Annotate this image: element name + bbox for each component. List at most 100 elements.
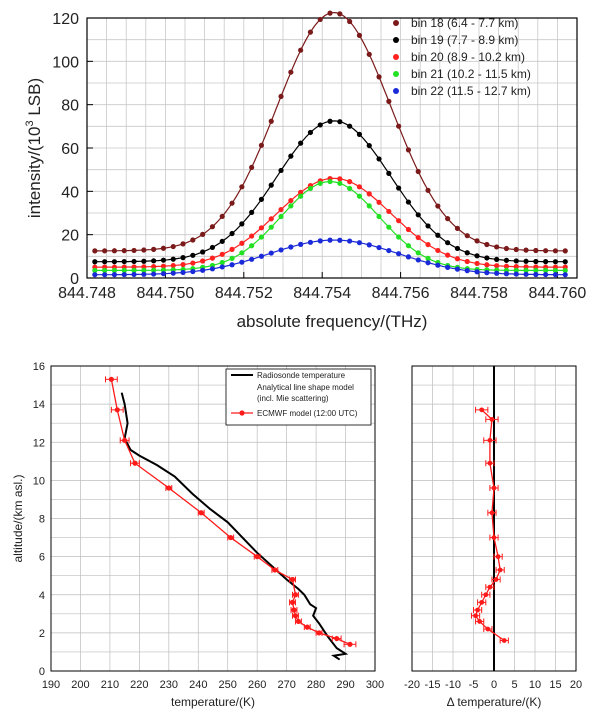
data-point — [249, 233, 255, 239]
data-point — [445, 240, 451, 246]
y-tick-label: 40 — [61, 184, 79, 201]
legend-marker — [393, 71, 399, 77]
data-point — [160, 263, 167, 269]
data-point — [562, 267, 568, 274]
data-point — [180, 255, 186, 261]
data-point — [292, 613, 299, 619]
data-point — [151, 263, 157, 270]
data-point — [239, 250, 245, 256]
data-point — [356, 240, 363, 246]
data-point — [386, 224, 392, 230]
data-point — [258, 196, 265, 202]
data-point — [474, 238, 480, 244]
data-point — [334, 635, 340, 642]
legend-entry: bin 20 (8.9 - 10.2 km) — [411, 50, 525, 64]
data-point — [102, 259, 108, 265]
data-point — [494, 256, 500, 263]
data-point — [347, 179, 353, 185]
legend-entry: ECMWF model (12:00 UTC) — [257, 409, 358, 418]
data-point — [376, 244, 382, 251]
data-point — [151, 267, 157, 273]
data-point — [289, 576, 296, 583]
x-tick-label: 844.748 — [58, 285, 116, 302]
data-point — [503, 257, 510, 263]
data-point — [479, 599, 485, 605]
data-point — [92, 259, 98, 265]
data-point — [533, 247, 539, 254]
data-point — [523, 271, 529, 277]
data-point — [316, 630, 322, 636]
data-point — [484, 270, 490, 276]
legend: Radiosonde temperature Analytical line sh… — [225, 368, 372, 426]
data-point — [239, 259, 245, 265]
data-point — [523, 267, 529, 273]
data-point — [219, 238, 225, 244]
data-point — [562, 272, 568, 278]
data-point — [111, 259, 118, 265]
data-point — [454, 245, 461, 252]
data-point — [268, 250, 274, 256]
data-point — [347, 238, 353, 244]
data-point — [425, 260, 431, 266]
spectrum-chart: 844.748 844.750 844.752 844.754 844.756 844.7… — [24, 10, 586, 331]
data-point — [366, 142, 372, 149]
data-point — [435, 262, 441, 268]
data-point — [317, 16, 323, 23]
data-point — [503, 271, 510, 277]
data-point — [268, 216, 274, 222]
x-tick-label: 300 — [366, 679, 384, 691]
data-point — [200, 258, 206, 264]
x-tick-label: 270 — [277, 679, 295, 691]
data-point — [291, 607, 297, 613]
data-point — [272, 567, 278, 573]
data-point — [464, 268, 470, 274]
data-point — [396, 185, 402, 191]
x-tick-label: 210 — [101, 679, 119, 691]
data-point — [489, 510, 495, 516]
data-point — [219, 259, 225, 266]
y-tick-label: 120 — [52, 11, 79, 28]
data-point — [288, 153, 294, 159]
data-point — [249, 256, 255, 262]
data-point — [327, 178, 333, 185]
data-point — [254, 554, 260, 560]
legend-marker — [393, 54, 399, 60]
data-point — [268, 118, 274, 124]
data-point — [327, 10, 333, 16]
y-tick-label: 8 — [39, 514, 45, 526]
data-point — [425, 187, 431, 193]
data-point — [228, 534, 234, 541]
data-point — [209, 255, 216, 261]
data-point — [278, 93, 284, 100]
data-point — [493, 577, 499, 582]
data-point — [366, 242, 372, 248]
data-point — [170, 256, 176, 262]
data-point — [347, 18, 353, 25]
x-tick-label: 844.760 — [528, 285, 586, 302]
x-tick-label: -5 — [469, 679, 479, 691]
data-point — [487, 584, 493, 590]
data-point — [151, 271, 157, 277]
temperature-profile-chart: 190 200 210 220 230 240 250 260 270 280 290 300 0 2 4 6… — [11, 361, 384, 709]
data-point — [180, 241, 186, 247]
x-tick-label: -15 — [425, 679, 441, 691]
data-point — [288, 197, 294, 204]
data-point — [288, 203, 294, 209]
plot-frame — [50, 365, 376, 672]
legend-entry: (incl. Mie scattering) — [257, 394, 329, 403]
data-point — [552, 259, 559, 265]
data-point — [200, 249, 206, 255]
data-point — [160, 245, 167, 251]
x-tick-label: 844.754 — [293, 285, 351, 302]
data-point — [513, 271, 519, 277]
legend-marker — [393, 88, 399, 94]
data-point — [102, 248, 108, 254]
data-point — [121, 271, 127, 278]
data-point — [435, 203, 441, 209]
y-tick-label: 100 — [52, 54, 79, 71]
data-point — [307, 129, 314, 136]
data-point — [337, 176, 343, 182]
data-point — [494, 270, 500, 276]
y-tick-label: 10 — [33, 475, 45, 487]
data-point — [494, 244, 500, 250]
